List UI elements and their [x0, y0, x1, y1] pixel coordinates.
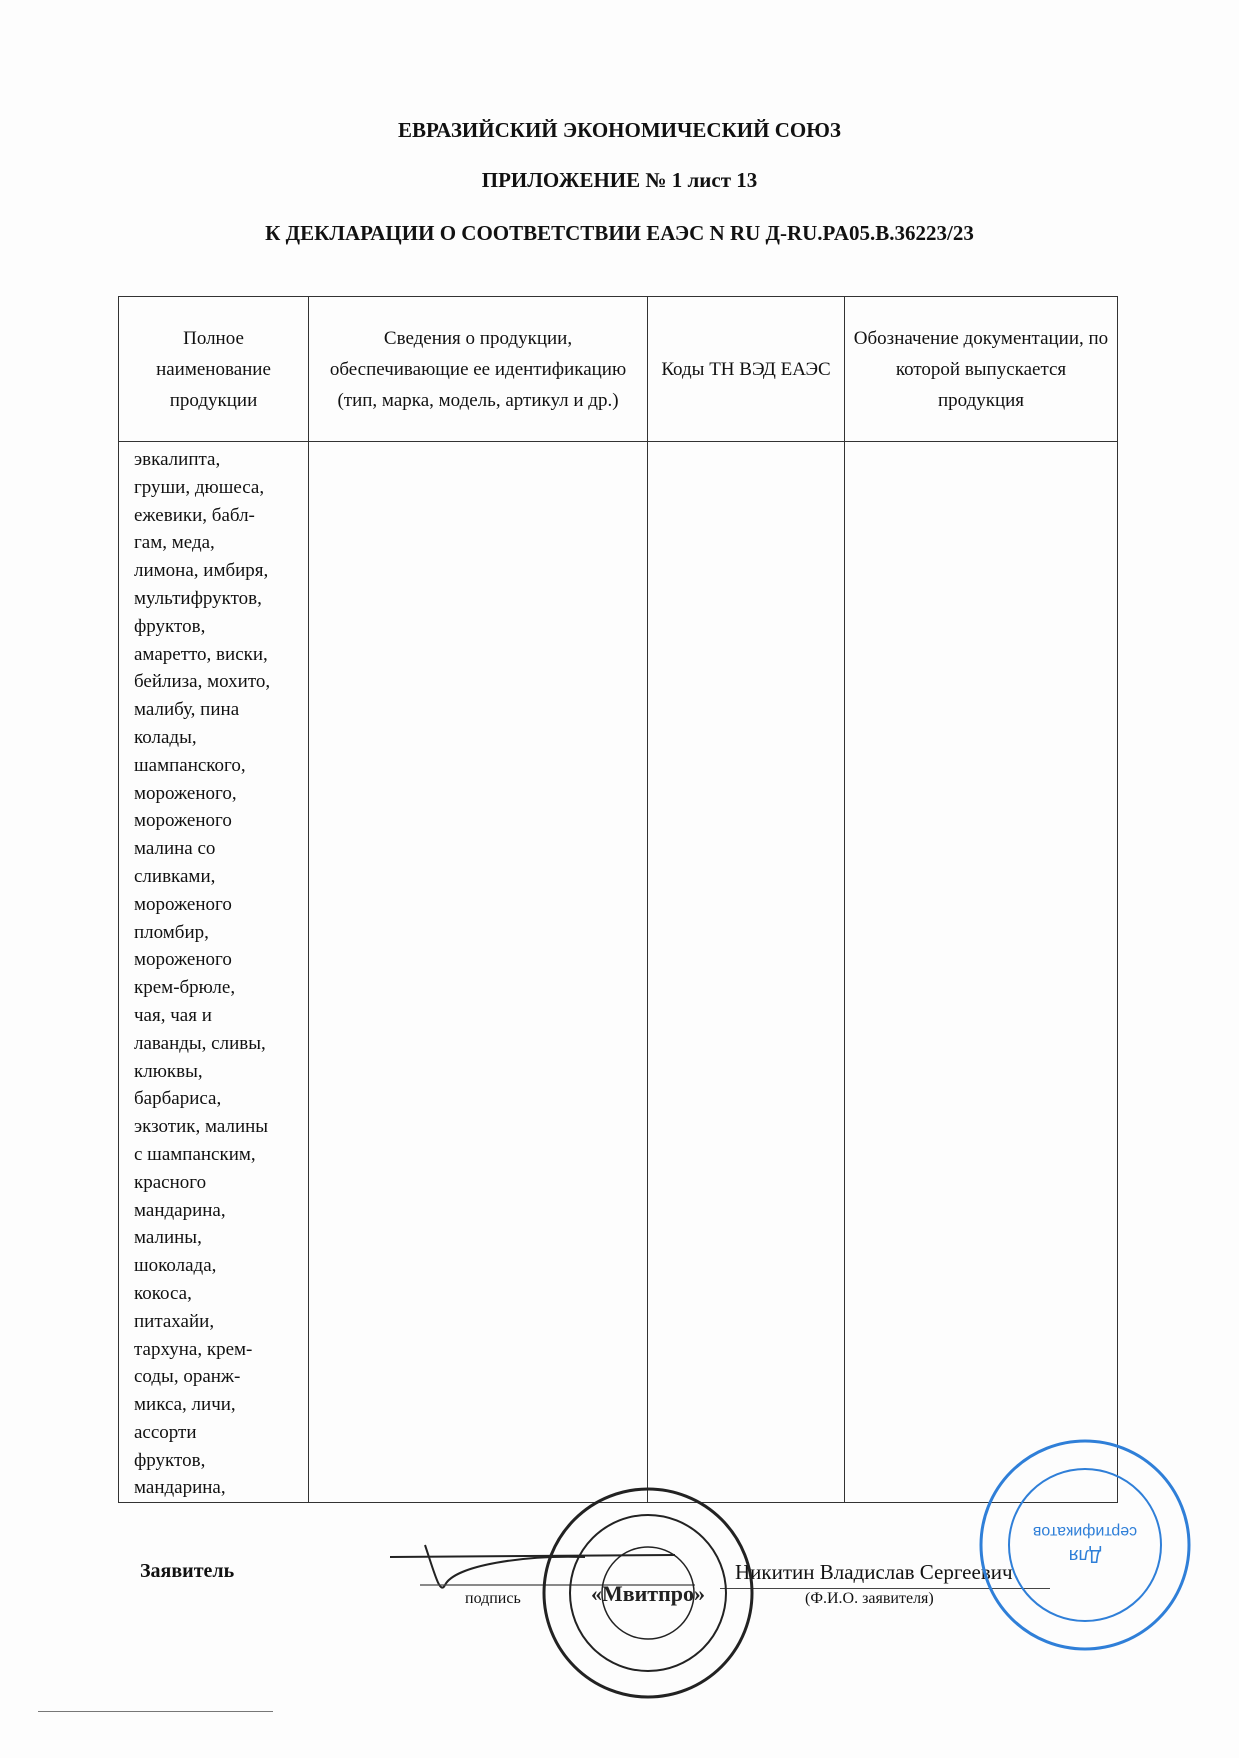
product-name-line: клюквы,	[134, 1060, 203, 1082]
name-underline	[720, 1588, 1050, 1589]
svg-text:Для: Для	[1069, 1546, 1101, 1566]
product-name-line: шоколада,	[134, 1255, 217, 1277]
applicant-label: Заявитель	[140, 1560, 235, 1582]
product-name-line: шампанского,	[134, 754, 246, 776]
product-name-line: фруктов,	[134, 615, 206, 637]
product-name-line: ассорти	[134, 1421, 197, 1443]
product-name-line: мандарина,	[134, 1199, 226, 1221]
products-table: Полное наименование продукции Сведения о…	[118, 296, 1118, 1504]
product-name-line: барбариса,	[134, 1088, 222, 1110]
product-name-line: мороженого	[134, 893, 232, 915]
company-stamp-black: «Мвитпро»	[542, 1487, 754, 1699]
product-name-line: малина со	[134, 838, 216, 860]
cell-product-name: эвкалипта, груши, дюшеса, ежевики, бабл-га…	[118, 440, 309, 1504]
appendix-title: ПРИЛОЖЕНИЕ № 1 лист 13	[481, 168, 758, 192]
declaration-title: К ДЕКЛАРАЦИИ О СООТВЕТСТВИИ ЕАЭС N RU Д-…	[265, 221, 974, 245]
svg-text:«Мвитпро»: «Мвитпро»	[591, 1581, 705, 1606]
product-name-line: мороженого	[134, 949, 232, 971]
cell-codes	[647, 440, 845, 1504]
product-name-line: тархуна, крем-	[134, 1338, 253, 1360]
product-name-line: питахайи,	[134, 1310, 215, 1332]
product-name-line: мандарина,	[134, 1477, 226, 1499]
product-name-line: красного	[134, 1171, 207, 1193]
product-name-line: бейлиза, мохито,	[134, 671, 271, 693]
product-name-line: микса, личи,	[134, 1394, 236, 1416]
product-name-line: мультифруктов,	[134, 587, 262, 609]
product-name-line: амаретто, виски,	[134, 643, 268, 665]
table-header-row: Полное наименование продукции Сведения о…	[118, 296, 1118, 442]
union-title: ЕВРАЗИЙСКИЙ ЭКОНОМИЧЕСКИЙ СОЮЗ	[398, 118, 841, 142]
col-header-docs: Обозначение документации, по которой вып…	[844, 296, 1118, 442]
product-name-line: соды, оранж-	[134, 1366, 241, 1388]
product-name-line: колады,	[134, 726, 197, 748]
footer-rule	[38, 1711, 273, 1712]
svg-text:сертификатов: сертификатов	[1033, 1523, 1137, 1540]
product-name-line: мороженого	[134, 810, 232, 832]
company-stamp-blue: Для сертификатов	[979, 1439, 1191, 1651]
product-name-line: груши, дюшеса,	[134, 476, 265, 498]
col-header-codes: Коды ТН ВЭД ЕАЭС	[647, 296, 845, 442]
applicant-name: Никитин Владислав Сергеевич	[735, 1560, 1013, 1584]
product-name-line: мороженого,	[134, 782, 237, 804]
product-name-line: лимона, имбиря,	[134, 560, 269, 582]
product-name-line: экзотик, малины	[134, 1116, 269, 1138]
col-header-name: Полное наименование продукции	[118, 296, 309, 442]
signature	[389, 1544, 695, 1589]
cell-product-info	[308, 440, 648, 1504]
product-name-line: лаванды, сливы,	[134, 1032, 266, 1054]
signature-caption: подпись	[465, 1590, 521, 1607]
product-name-line: малины,	[134, 1227, 202, 1249]
product-name-line: фруктов,	[134, 1449, 206, 1471]
product-name-line: с шампанским,	[134, 1143, 256, 1165]
product-name-line: пломбир,	[134, 921, 209, 943]
product-name-line: кокоса,	[134, 1282, 192, 1304]
col-header-info: Сведения о продукции, обеспечивающие ее …	[308, 296, 648, 442]
product-name-line: чая, чая и	[134, 1004, 212, 1026]
product-name-line: малибу, пина	[134, 699, 240, 721]
cell-docs	[844, 440, 1118, 1504]
name-caption: (Ф.И.О. заявителя)	[805, 1590, 934, 1607]
product-name-line: крем-брюле,	[134, 977, 236, 999]
product-name-line: гам, меда,	[134, 532, 215, 554]
product-name-line: ежевики, бабл-	[134, 504, 255, 526]
product-name-line: эвкалипта,	[134, 449, 221, 470]
product-name-line: сливками,	[134, 865, 216, 887]
table-row: эвкалипта, груши, дюшеса, ежевики, бабл-га…	[118, 440, 1118, 1504]
